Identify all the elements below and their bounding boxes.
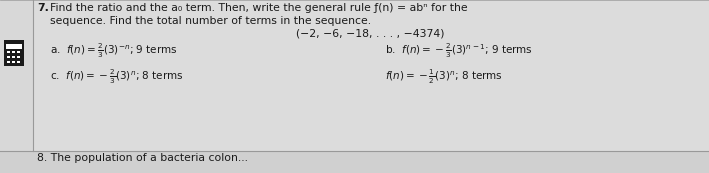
- Bar: [33, 0, 709, 151]
- Text: a.  $f(n) = \frac{2}{3}(3)^{-n}$; 9 terms: a. $f(n) = \frac{2}{3}(3)^{-n}$; 9 terms: [50, 42, 177, 60]
- Bar: [12, 51, 14, 53]
- Bar: [12, 56, 14, 58]
- Bar: [7, 61, 9, 63]
- Bar: [0, 151, 709, 173]
- Text: sequence. Find the total number of terms in the sequence.: sequence. Find the total number of terms…: [50, 16, 371, 26]
- Bar: [7, 51, 9, 53]
- Text: $f(n) = -\frac{1}{2}(3)^{n}$; 8 terms: $f(n) = -\frac{1}{2}(3)^{n}$; 8 terms: [385, 68, 503, 86]
- Text: (−2, −6, −18, . . . , −4374): (−2, −6, −18, . . . , −4374): [296, 28, 445, 38]
- Bar: [17, 51, 20, 53]
- Bar: [17, 56, 20, 58]
- Text: 7.: 7.: [37, 3, 49, 13]
- Bar: [0, 0, 33, 151]
- Text: c.  $f(n) = -\frac{2}{3}(3)^{n}$; 8 terms: c. $f(n) = -\frac{2}{3}(3)^{n}$; 8 terms: [50, 68, 184, 86]
- Bar: [7, 56, 9, 58]
- Text: Find the ratio and the a₀ term. Then, write the general rule ƒ(n) = abⁿ for the: Find the ratio and the a₀ term. Then, wr…: [50, 3, 468, 13]
- Bar: [4, 40, 24, 66]
- Bar: [17, 61, 20, 63]
- Bar: [12, 61, 14, 63]
- Bar: [6, 44, 22, 49]
- Text: b.  $f(n) = -\frac{2}{3}(3)^{n-1}$; 9 terms: b. $f(n) = -\frac{2}{3}(3)^{n-1}$; 9 ter…: [385, 42, 533, 60]
- Text: 8. The population of a bacteria colon...: 8. The population of a bacteria colon...: [37, 153, 248, 163]
